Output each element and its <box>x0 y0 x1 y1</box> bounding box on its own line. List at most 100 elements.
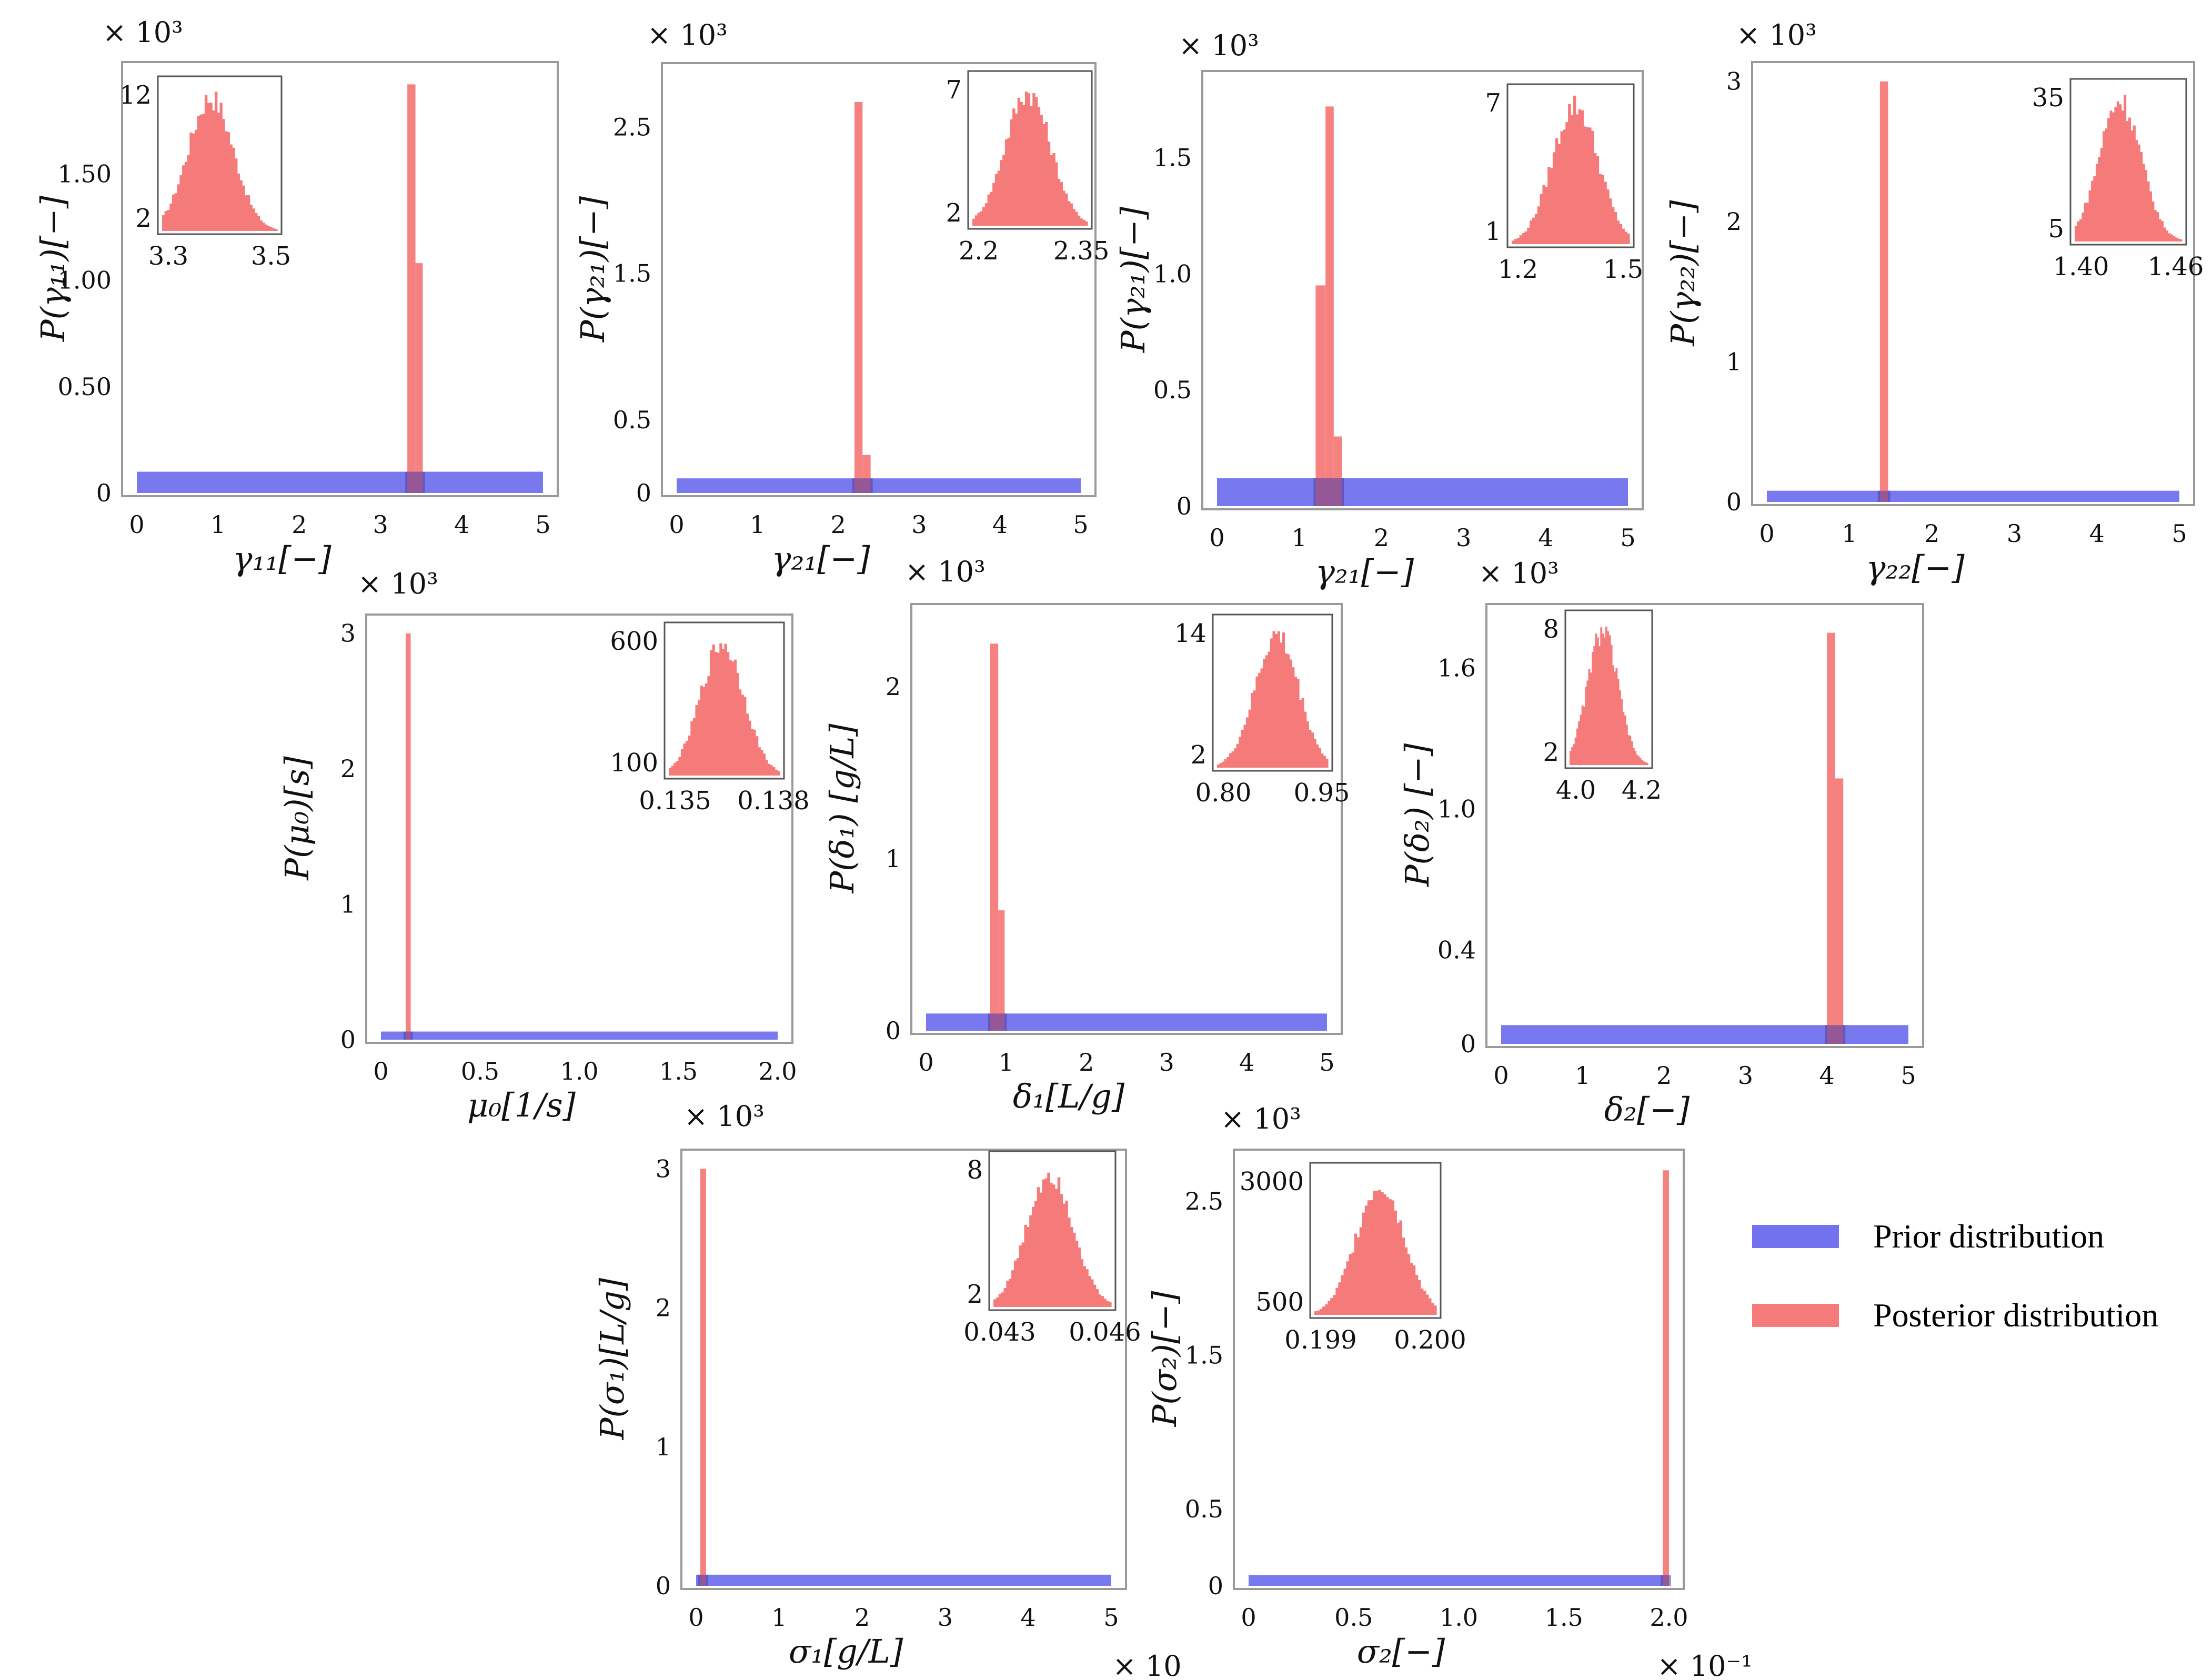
inset-bar <box>272 228 275 231</box>
inset-bar <box>227 132 230 231</box>
inset-bar <box>212 110 215 231</box>
inset-bar <box>1318 748 1321 768</box>
y-tick-label: 2.5 <box>1185 1187 1223 1215</box>
inset-bar <box>1581 110 1584 244</box>
inset-bar <box>1534 214 1538 244</box>
inset-bar <box>2075 225 2078 242</box>
inset-bar <box>1270 638 1273 768</box>
inset-bar <box>1603 637 1606 765</box>
inset-bar <box>1289 659 1292 768</box>
y-tick-label: 0 <box>1461 1030 1476 1058</box>
inset-bar <box>1246 717 1249 768</box>
posterior-bar <box>1325 106 1334 506</box>
inset-bar <box>1241 729 1244 768</box>
inset-bar <box>1335 1287 1339 1315</box>
chart-mu0: 0 0.5 1.0 1.5 2.0 0 1 2 3 μ₀[1/s] P(μ₀)[s] × 10³ 0.1… <box>278 567 810 1124</box>
x-tick-label: 0 <box>1209 524 1224 552</box>
inset-bar <box>2105 128 2108 242</box>
inset-bar <box>1021 1242 1025 1307</box>
inset-bar <box>1588 669 1591 765</box>
x-axis-label: δ₁[L/g] <box>1013 1077 1125 1115</box>
inset-bar <box>194 129 198 231</box>
inset-bar <box>1634 751 1636 765</box>
inset-bar <box>1010 119 1013 226</box>
inset-y-tick-label: 2 <box>946 198 962 228</box>
x-axis-label: σ₁[g/L] <box>789 1632 903 1671</box>
inset-y-tick-label: 8 <box>967 1155 983 1185</box>
inset-bar <box>2077 221 2080 242</box>
posterior-bar <box>1663 1170 1669 1586</box>
x-tick-label: 1.0 <box>560 1057 598 1085</box>
inset-bar <box>1013 1260 1017 1307</box>
inset-bar <box>255 213 258 231</box>
y-axis-label: P(μ₀)[s] <box>278 756 316 880</box>
y-axis-label: P(δ₂) [−] <box>1398 743 1436 887</box>
inset-bar <box>1065 1200 1068 1307</box>
inset-bar <box>1407 1254 1411 1315</box>
plot-frame <box>1233 1149 1685 1590</box>
inset-bar <box>980 211 983 226</box>
inset-x-tick-label: 1.46 <box>2148 252 2204 281</box>
x-tick-label: 1.5 <box>659 1057 698 1085</box>
inset-bar <box>746 713 749 776</box>
x-tick-label: 5 <box>2171 519 2187 548</box>
inset-bar <box>169 203 173 231</box>
inset-y-tick-label: 2 <box>1190 740 1206 770</box>
y-tick-label: 1 <box>340 890 356 919</box>
inset-bar <box>1047 141 1051 226</box>
inset-bar <box>1017 97 1021 226</box>
inset-bar <box>1608 635 1611 765</box>
inset-bar <box>984 203 988 226</box>
inset-bar <box>1275 633 1278 768</box>
inset-bar <box>1080 218 1083 226</box>
inset-bar <box>972 218 976 226</box>
inset-bar <box>1404 1247 1408 1315</box>
y-multiplier: × 10³ <box>103 16 183 49</box>
inset-bar <box>669 768 672 776</box>
inset-bar <box>982 207 986 226</box>
x-tick-label: 4 <box>1239 1048 1254 1077</box>
inset-g11: 3.3 3.5 2 12 <box>119 75 291 271</box>
inset-bar <box>2086 203 2089 242</box>
x-tick-label: 0 <box>1493 1061 1509 1090</box>
inset-bar <box>1294 677 1297 768</box>
y-tick-label: 0 <box>1726 488 1742 516</box>
x-axis-label: γ₁₁[−] <box>233 539 331 578</box>
inset-bar <box>750 729 754 776</box>
inset-bar <box>1346 1261 1350 1315</box>
overlap-region <box>852 478 873 493</box>
inset-bar <box>1035 97 1038 226</box>
inset-bar <box>688 736 691 776</box>
y-axis-label: P(σ₂)[−] <box>1145 1291 1184 1427</box>
x-tick-label: 1 <box>1575 1061 1590 1090</box>
inset-bar <box>698 700 701 776</box>
x-tick-label: 0 <box>1759 519 1774 548</box>
plot-frame <box>1485 603 1924 1048</box>
inset-bar <box>1093 1284 1097 1307</box>
inset-bar <box>1062 190 1065 226</box>
inset-bar <box>1356 1237 1360 1315</box>
inset-bar <box>765 760 768 776</box>
chart-s2: 0 0.5 1.0 1.5 2.0 0 0.5 1.5 2.5 σ₂[−] P(σ₂)[−] × 10… <box>1145 1102 1753 1680</box>
inset-bar <box>179 175 183 231</box>
inset-bar <box>2175 237 2178 242</box>
y-tick-label: 1.0 <box>1153 259 1192 288</box>
inset-bar <box>1610 645 1613 765</box>
inset-bar <box>1399 1220 1403 1315</box>
inset-bar <box>762 753 766 776</box>
x-tick-label: 2 <box>291 510 307 539</box>
inset-bar <box>753 729 756 776</box>
inset-bar <box>1055 162 1058 226</box>
inset-bar <box>1054 1189 1058 1307</box>
inset-bar <box>729 660 732 776</box>
inset-bar <box>1349 1254 1352 1315</box>
inset-bar <box>2107 118 2110 242</box>
inset-bar <box>2133 125 2136 242</box>
inset-bar <box>1009 1279 1012 1307</box>
x-tick-label: 2 <box>1374 524 1389 552</box>
inset-bar <box>1296 679 1300 768</box>
inset-bar <box>1253 690 1256 768</box>
inset-bar <box>172 194 175 231</box>
inset-y-tick-label: 35 <box>2032 83 2064 113</box>
inset-bar <box>1595 633 1597 765</box>
